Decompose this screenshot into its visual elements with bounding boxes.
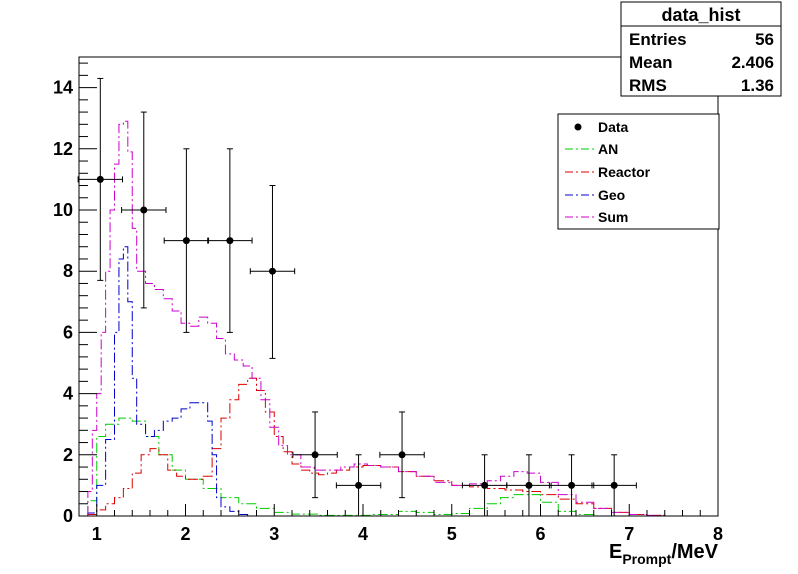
x-axis-label-unit: /MeV: [671, 541, 718, 563]
y-tick-label: 4: [63, 384, 73, 404]
y-tick-label: 0: [63, 506, 73, 526]
y-tick-label: 14: [53, 78, 73, 98]
data-point-marker: [226, 237, 234, 245]
y-tick-label: 8: [63, 261, 73, 281]
x-tick-label: 7: [624, 524, 634, 544]
legend-label-sum: Sum: [598, 209, 628, 225]
data-point-marker: [355, 481, 363, 489]
x-tick-label: 1: [92, 524, 102, 544]
x-tick-label: 2: [180, 524, 190, 544]
series-geo-line: [87, 246, 257, 517]
data-point-marker: [525, 481, 533, 489]
stats-mean-label: Mean: [629, 53, 672, 72]
x-tick-label: 5: [447, 524, 457, 544]
x-tick-label: 3: [269, 524, 279, 544]
x-axis-label-main: E: [609, 541, 622, 563]
legend-data-marker: [574, 123, 582, 131]
data-point-marker: [481, 481, 489, 489]
y-tick-label: 6: [63, 322, 73, 342]
series-an-line: [87, 417, 603, 517]
data-points-layer: [77, 77, 637, 517]
data-point-marker: [182, 237, 190, 245]
stats-entries-value: 56: [755, 30, 774, 49]
data-point: [207, 148, 253, 333]
data-point-marker: [398, 451, 406, 459]
legend-label-geo: Geo: [598, 187, 625, 203]
data-point: [335, 454, 382, 517]
stats-box-frame: [620, 1, 782, 97]
data-point: [379, 411, 425, 499]
x-axis-label: EPrompt/MeV: [609, 541, 719, 567]
series-sum-line: [87, 120, 674, 517]
stats-box: data_hist Entries 56 Mean 2.406 RMS 1.36: [620, 1, 782, 97]
y-tick-label: 2: [63, 445, 73, 465]
legend: Data AN Reactor Geo Sum: [557, 113, 720, 230]
y-tick-label: 12: [53, 139, 73, 159]
stats-mean-value: 2.406: [731, 53, 774, 72]
y-tick-label: 10: [53, 200, 73, 220]
stats-rms-label: RMS: [629, 76, 667, 95]
data-point-marker: [610, 481, 618, 489]
stats-title: data_hist: [661, 5, 740, 25]
data-point-marker: [140, 206, 148, 214]
stats-entries-label: Entries: [629, 30, 687, 49]
series-layer: [87, 120, 674, 517]
data-point: [506, 454, 552, 517]
stats-rms-value: 1.36: [741, 76, 774, 95]
data-point: [163, 148, 210, 333]
data-point: [292, 411, 338, 499]
data-point-marker: [311, 451, 319, 459]
legend-label-reactor: Reactor: [598, 164, 651, 180]
data-point-marker: [96, 175, 104, 183]
x-tick-label: 8: [713, 524, 723, 544]
x-tick-label: 6: [535, 524, 545, 544]
legend-label-data: Data: [598, 119, 629, 135]
data-point-marker: [268, 267, 276, 275]
series-reactor-line: [87, 377, 674, 517]
legend-label-an: AN: [598, 141, 618, 157]
data-point: [249, 185, 296, 359]
data-point: [121, 111, 167, 309]
x-tick-label: 4: [358, 524, 368, 544]
x-axis-label-sub: Prompt: [622, 551, 671, 567]
data-point: [77, 77, 123, 281]
data-point-marker: [568, 481, 576, 489]
